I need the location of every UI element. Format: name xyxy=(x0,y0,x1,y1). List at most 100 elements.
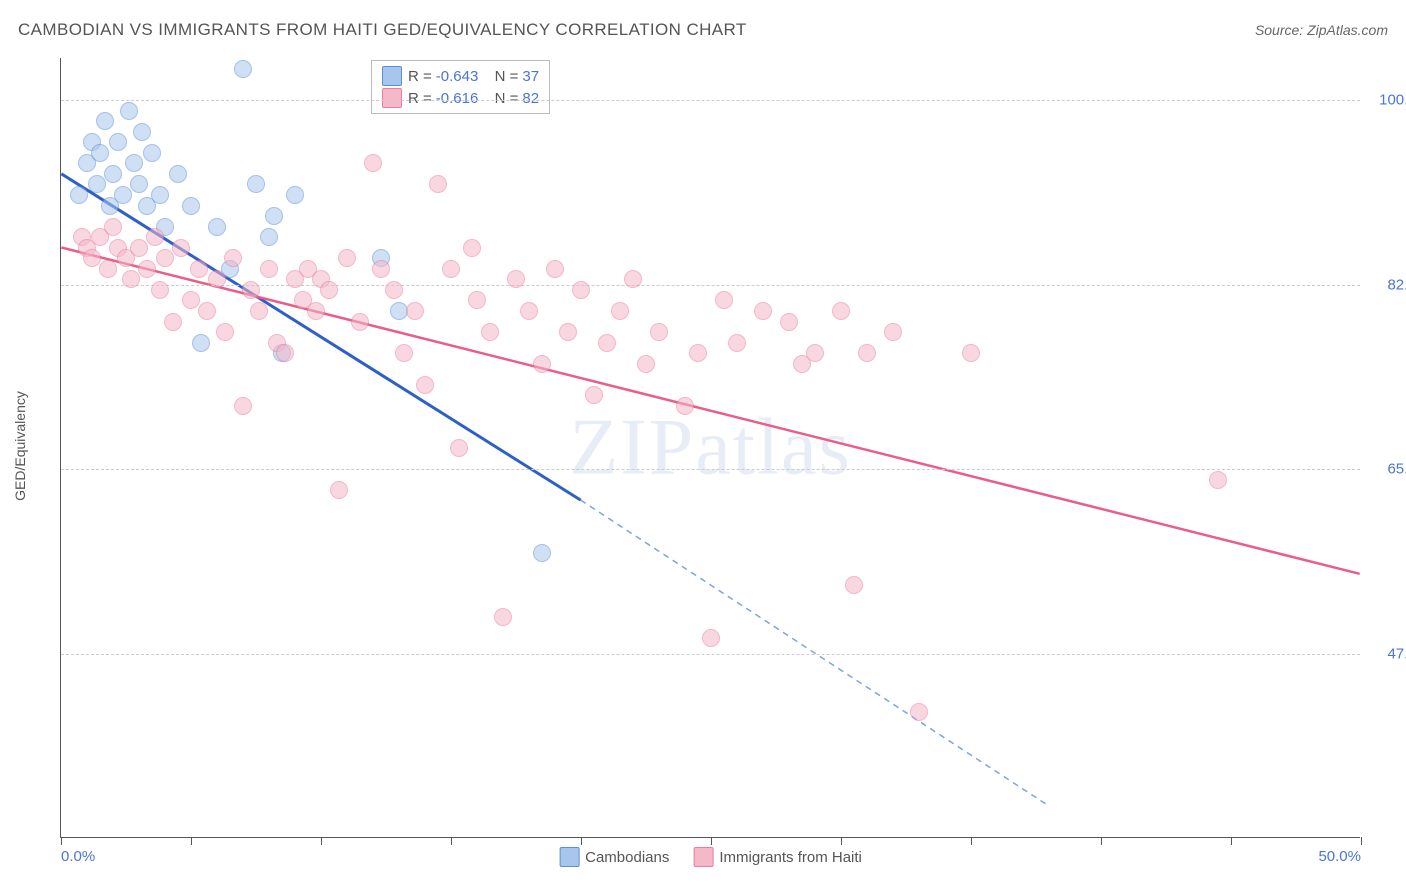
data-point xyxy=(572,281,590,299)
data-point xyxy=(276,344,294,362)
data-point xyxy=(130,175,148,193)
data-point xyxy=(104,218,122,236)
gridline xyxy=(61,654,1360,655)
data-point xyxy=(320,281,338,299)
data-point xyxy=(182,197,200,215)
data-point xyxy=(151,186,169,204)
data-point xyxy=(122,270,140,288)
data-point xyxy=(715,291,733,309)
data-point xyxy=(372,260,390,278)
data-point xyxy=(156,249,174,267)
data-point xyxy=(133,123,151,141)
data-point xyxy=(169,165,187,183)
data-point xyxy=(611,302,629,320)
data-point xyxy=(265,207,283,225)
data-point xyxy=(307,302,325,320)
data-point xyxy=(198,302,216,320)
data-point xyxy=(728,334,746,352)
x-tick xyxy=(61,837,62,845)
data-point xyxy=(962,344,980,362)
y-tick-label: 82.5% xyxy=(1370,276,1406,293)
legend-swatch xyxy=(382,88,402,108)
data-point xyxy=(450,439,468,457)
series-legend-item: Immigrants from Haiti xyxy=(693,847,862,867)
data-point xyxy=(99,260,117,278)
data-point xyxy=(114,186,132,204)
data-point xyxy=(429,175,447,193)
data-point xyxy=(250,302,268,320)
data-point xyxy=(143,144,161,162)
data-point xyxy=(351,313,369,331)
legend-swatch xyxy=(382,66,402,86)
series-legend-label: Immigrants from Haiti xyxy=(719,849,862,866)
data-point xyxy=(330,481,348,499)
data-point xyxy=(192,334,210,352)
x-tick xyxy=(711,837,712,845)
data-point xyxy=(468,291,486,309)
data-point xyxy=(416,376,434,394)
data-point xyxy=(481,323,499,341)
data-point xyxy=(463,239,481,257)
series-legend-label: Cambodians xyxy=(585,849,669,866)
data-point xyxy=(216,323,234,341)
data-point xyxy=(260,260,278,278)
data-point xyxy=(242,281,260,299)
data-point xyxy=(676,397,694,415)
x-tick xyxy=(971,837,972,845)
data-point xyxy=(338,249,356,267)
data-point xyxy=(130,239,148,257)
data-point xyxy=(286,186,304,204)
y-tick-label: 65.0% xyxy=(1370,461,1406,478)
data-point xyxy=(172,239,190,257)
data-point xyxy=(364,154,382,172)
stats-legend-row: R =-0.616 N =82 xyxy=(382,87,539,109)
legend-stat-text: R =-0.643 N =37 xyxy=(408,68,539,85)
data-point xyxy=(533,355,551,373)
data-point xyxy=(1209,471,1227,489)
data-point xyxy=(395,344,413,362)
x-tick xyxy=(1361,837,1362,845)
data-point xyxy=(260,228,278,246)
gridline xyxy=(61,100,1360,101)
data-point xyxy=(442,260,460,278)
data-point xyxy=(190,260,208,278)
chart-title: CAMBODIAN VS IMMIGRANTS FROM HAITI GED/E… xyxy=(18,20,747,40)
data-point xyxy=(533,544,551,562)
data-point xyxy=(234,60,252,78)
data-point xyxy=(780,313,798,331)
data-point xyxy=(494,608,512,626)
data-point xyxy=(520,302,538,320)
data-point xyxy=(546,260,564,278)
data-point xyxy=(109,133,127,151)
data-point xyxy=(208,218,226,236)
data-point xyxy=(88,175,106,193)
y-tick-label: 100.0% xyxy=(1370,92,1406,109)
data-point xyxy=(70,186,88,204)
data-point xyxy=(125,154,143,172)
data-point xyxy=(559,323,577,341)
data-point xyxy=(884,323,902,341)
x-tick xyxy=(581,837,582,845)
y-tick-label: 47.5% xyxy=(1370,645,1406,662)
x-tick xyxy=(1231,837,1232,845)
data-point xyxy=(806,344,824,362)
data-point xyxy=(689,344,707,362)
data-point xyxy=(406,302,424,320)
source-label: Source: ZipAtlas.com xyxy=(1255,22,1388,38)
data-point xyxy=(120,102,138,120)
data-point xyxy=(208,270,226,288)
data-point xyxy=(624,270,642,288)
data-point xyxy=(910,703,928,721)
data-point xyxy=(637,355,655,373)
data-point xyxy=(247,175,265,193)
data-point xyxy=(507,270,525,288)
data-point xyxy=(754,302,772,320)
data-point xyxy=(832,302,850,320)
y-axis-label: GED/Equivalency xyxy=(12,391,28,501)
data-point xyxy=(104,165,122,183)
legend-swatch xyxy=(693,847,713,867)
data-point xyxy=(234,397,252,415)
stats-legend-row: R =-0.643 N =37 xyxy=(382,65,539,87)
data-point xyxy=(650,323,668,341)
series-legend-item: Cambodians xyxy=(559,847,669,867)
